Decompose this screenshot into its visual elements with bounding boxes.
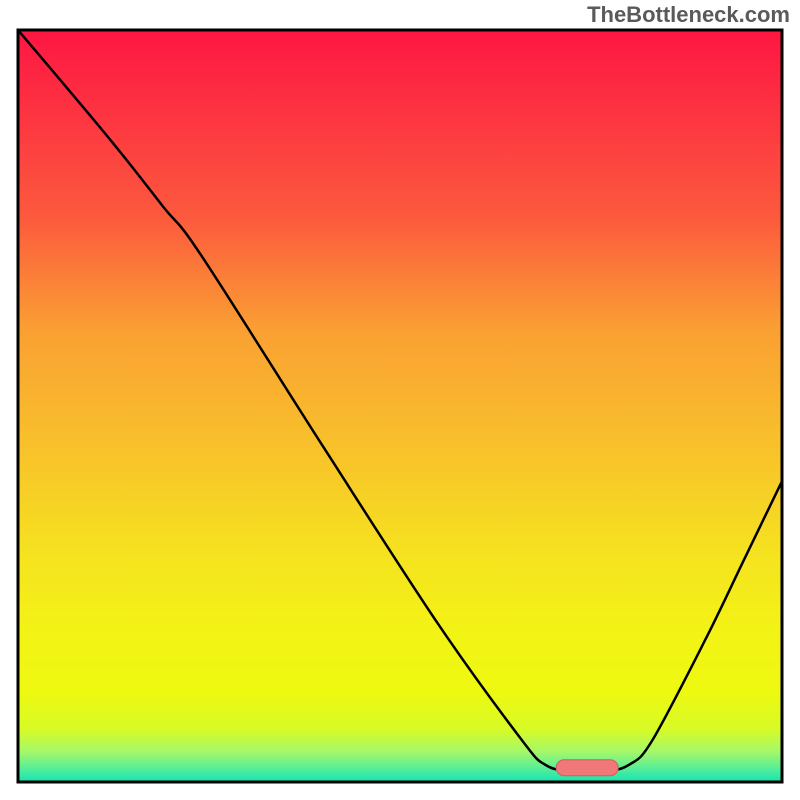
optimal-marker	[556, 760, 618, 776]
chart-svg	[0, 0, 800, 800]
gradient-background	[18, 30, 782, 782]
bottleneck-chart: TheBottleneck.com	[0, 0, 800, 800]
watermark-text: TheBottleneck.com	[587, 2, 790, 28]
plot-area	[18, 30, 782, 782]
